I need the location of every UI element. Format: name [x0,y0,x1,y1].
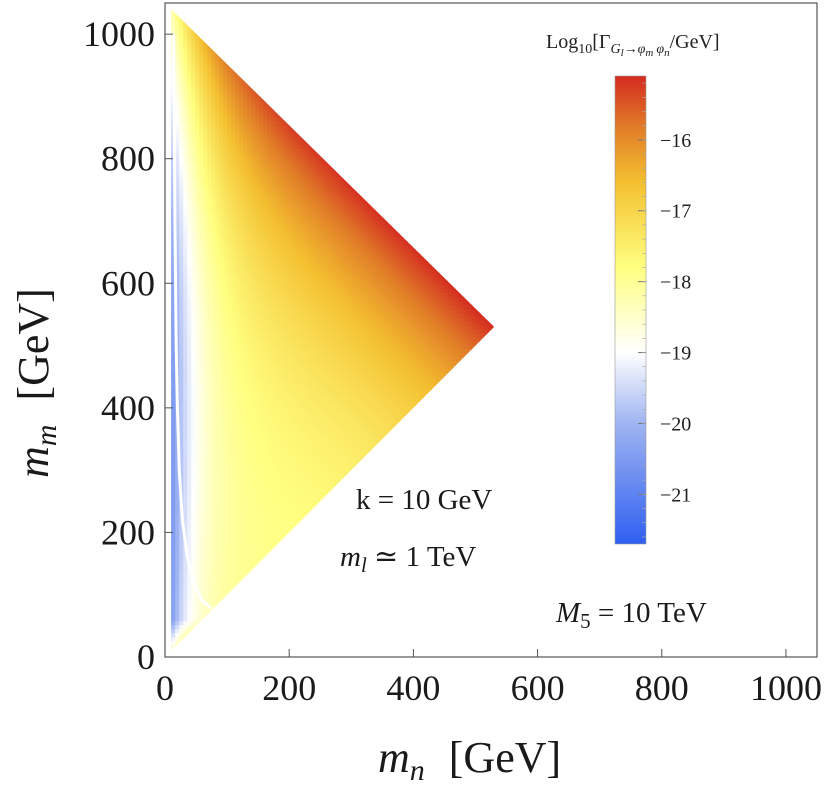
colorbar-tick-label: −18 [660,272,691,294]
y-tick-label: 1000 [83,14,155,54]
white-contour-line [172,34,213,610]
x-tick-label: 600 [511,668,565,708]
colorbar: Log10[ΓGl→φm φn/GeV] −16 −17 −18 −19 −20 −21 [546,31,720,545]
y-axis-unit: [GeV] [9,288,58,400]
k-annotation: k = 10 GeV [356,484,492,516]
y-tick-label: 600 [101,263,155,303]
y-tick-label: 200 [101,512,155,552]
x-axis-ticks: 0 200 400 600 800 1000 [156,649,822,708]
colorbar-tick-label: −21 [660,484,691,506]
y-axis-var: m [9,446,58,478]
colorbar-title: Log10[ΓGl→φm φn/GeV] [546,31,720,59]
plot-frame [164,2,818,658]
x-tick-label: 0 [156,668,174,708]
colorbar-tick-label: −16 [660,130,691,152]
colorbar-tick-label: −20 [660,413,691,435]
y-tick-label: 0 [137,637,155,677]
x-tick-label: 1000 [750,668,822,708]
y-axis-label: mm [GeV] [9,288,63,478]
y-tick-label: 800 [101,139,155,179]
colorbar-gradient [614,75,647,545]
y-tick-label: 400 [101,388,155,428]
y-axis-ticks: 0 200 400 600 800 1000 [83,14,173,677]
x-tick-label: 400 [386,668,440,708]
colorbar-ticks: −16 −17 −18 −19 −20 −21 [638,82,691,538]
x-tick-label: 800 [635,668,689,708]
x-axis-label: mn [GeV] [378,733,561,786]
ml-annotation: ml ≃ 1 TeV [340,541,476,577]
x-axis-unit: [GeV] [449,733,561,782]
x-axis-var: m [378,733,410,782]
colorbar-tick-label: −19 [660,343,691,365]
y-axis-sub: m [30,425,63,447]
colorbar-tick-label: −17 [660,201,691,223]
x-axis-sub: n [410,754,425,786]
x-tick-label: 200 [262,668,316,708]
m5-annotation: M5 = 10 TeV [555,597,707,633]
